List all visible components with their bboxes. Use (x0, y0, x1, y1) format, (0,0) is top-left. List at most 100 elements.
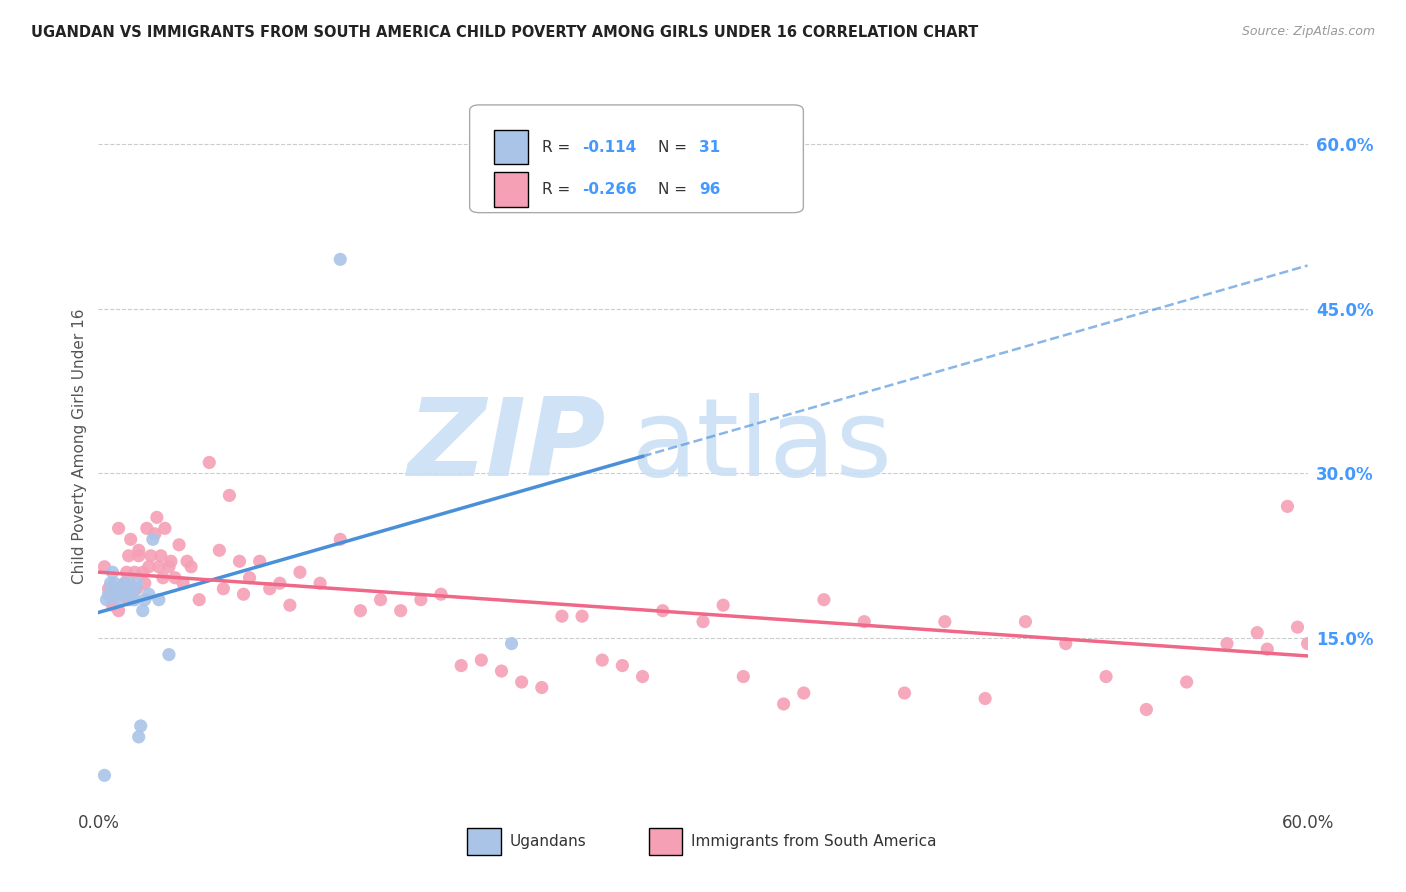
Point (124, 592, 146, 607)
Point (853, 615, 876, 629)
Point (103, 576, 125, 591)
FancyBboxPatch shape (494, 172, 527, 207)
Point (1286, 620, 1309, 634)
Point (132, 604, 155, 618)
Point (288, 566, 311, 580)
Point (120, 587, 142, 601)
Point (591, 653, 613, 667)
Point (329, 252, 352, 267)
Text: Source: ZipAtlas.com: Source: ZipAtlas.com (1241, 25, 1375, 38)
Point (1316, 609, 1339, 624)
Point (118, 582, 141, 596)
Point (125, 582, 148, 596)
Point (96, 592, 118, 607)
Point (1054, 637, 1077, 651)
Point (153, 521, 176, 535)
Point (733, 669, 755, 683)
Point (107, 521, 129, 535)
Point (124, 582, 146, 596)
Point (100, 576, 122, 591)
Point (409, 592, 432, 607)
Point (1095, 669, 1118, 683)
Point (118, 576, 141, 591)
Point (212, 582, 235, 596)
Point (138, 587, 160, 601)
Point (148, 559, 170, 574)
Text: UGANDAN VS IMMIGRANTS FROM SOUTH AMERICA CHILD POVERTY AMONG GIRLS UNDER 16 CORR: UGANDAN VS IMMIGRANTS FROM SOUTH AMERICA… (31, 25, 979, 40)
Point (111, 587, 134, 601)
Point (1246, 625, 1268, 640)
Point (128, 543, 150, 558)
Point (115, 566, 138, 580)
Point (1175, 675, 1198, 690)
Point (157, 559, 180, 574)
Point (893, 686, 915, 700)
Point (1135, 702, 1157, 716)
Point (1216, 637, 1239, 651)
Point (111, 582, 134, 596)
FancyBboxPatch shape (470, 105, 803, 212)
Point (491, 664, 513, 678)
Point (129, 719, 152, 733)
Point (134, 592, 156, 607)
Point (138, 559, 160, 574)
Point (146, 510, 169, 524)
Point (180, 559, 202, 574)
Point (510, 675, 533, 690)
Point (135, 521, 157, 535)
Text: N =: N = (658, 182, 692, 197)
Point (139, 549, 162, 563)
Point (232, 587, 254, 601)
Point (218, 488, 240, 502)
Point (370, 592, 392, 607)
Point (110, 587, 132, 601)
Point (198, 455, 221, 469)
Point (124, 566, 146, 580)
Point (450, 658, 472, 673)
Point (1337, 648, 1360, 662)
Point (142, 533, 165, 547)
Point (612, 658, 634, 673)
FancyBboxPatch shape (648, 828, 682, 855)
Point (551, 609, 574, 624)
Point (329, 533, 352, 547)
Point (125, 576, 148, 591)
Point (1376, 609, 1399, 624)
Point (1398, 653, 1406, 667)
Point (132, 566, 155, 580)
Point (1256, 642, 1278, 657)
Text: 31: 31 (699, 140, 720, 154)
Point (160, 554, 183, 568)
Point (111, 587, 134, 601)
Text: -0.266: -0.266 (582, 182, 637, 197)
Point (269, 576, 291, 591)
Point (121, 592, 143, 607)
Point (167, 538, 190, 552)
Point (692, 615, 714, 629)
Point (107, 604, 129, 618)
FancyBboxPatch shape (494, 130, 527, 164)
Text: N =: N = (658, 140, 692, 154)
Point (188, 592, 211, 607)
Point (152, 571, 174, 585)
Point (1296, 637, 1319, 651)
Text: R =: R = (543, 182, 575, 197)
Point (101, 598, 124, 612)
Point (430, 587, 453, 601)
Point (793, 686, 815, 700)
Point (1277, 500, 1299, 514)
Point (157, 648, 180, 662)
Point (120, 533, 142, 547)
Point (470, 653, 492, 667)
Point (813, 592, 835, 607)
Point (278, 598, 301, 612)
Point (128, 730, 150, 744)
Point (114, 576, 136, 591)
Point (134, 576, 156, 591)
Point (934, 615, 956, 629)
Text: R =: R = (543, 140, 575, 154)
Text: -0.114: -0.114 (582, 140, 637, 154)
Point (115, 582, 138, 596)
Point (107, 592, 129, 607)
Point (163, 571, 186, 585)
